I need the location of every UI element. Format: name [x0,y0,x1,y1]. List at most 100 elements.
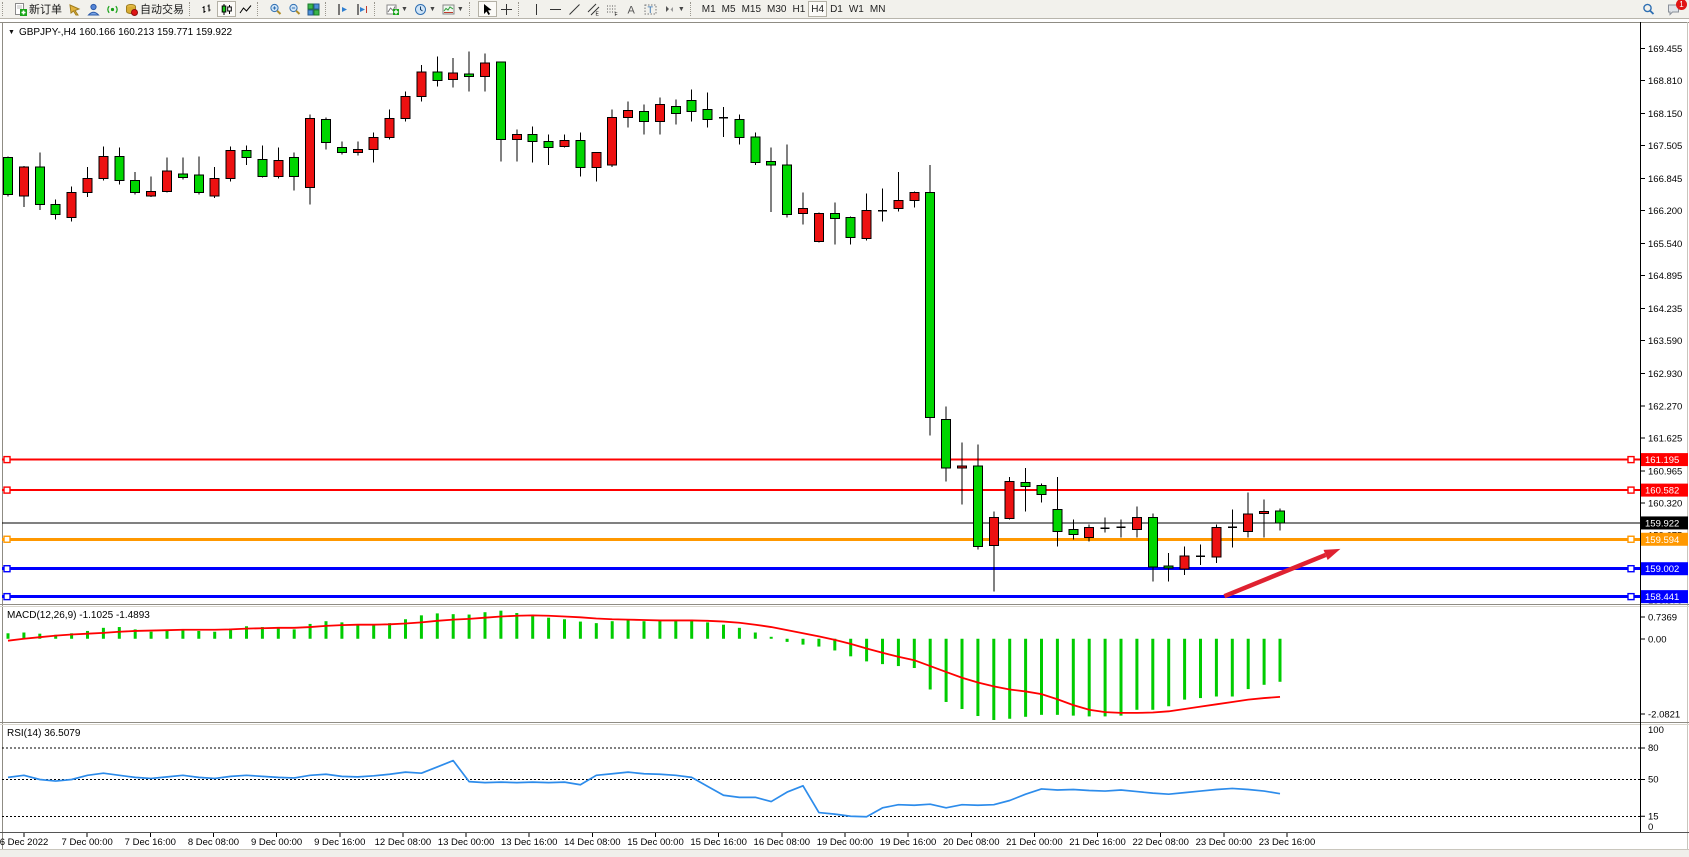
templates-button[interactable]: ▼ [439,1,467,17]
indicators-button[interactable]: ▼ [383,1,411,17]
macd-bar [833,638,837,651]
toolbar-grip [189,2,195,16]
time-tick-label: 12 Dec 08:00 [375,837,432,848]
signal-button[interactable] [103,1,122,17]
periods-button[interactable]: ▼ [411,1,439,17]
new-order-button[interactable]: 新订单 [11,1,65,17]
label-button[interactable]: T [641,1,660,17]
candle [257,158,268,178]
candle [591,151,602,168]
hline-marker[interactable] [1627,592,1635,601]
macd-bar [865,638,869,662]
candle [893,200,904,210]
macd-bar [563,619,566,639]
price-tick-label: 163.590 [1648,336,1682,347]
rsi-axis[interactable]: 100 80 50 150 [1640,725,1664,833]
tf-d1-button[interactable]: D1 [827,1,846,17]
tf-h4-button[interactable]: H4 [808,1,828,17]
vline-button[interactable] [527,1,546,17]
toolbar-grip [689,2,696,16]
hline-marker[interactable] [1627,486,1635,494]
symbol-collapse-icon[interactable]: ▼ [8,29,15,36]
candle [1004,481,1015,520]
toolbar-grip [374,2,380,16]
tf-mn-button[interactable]: MN [867,1,889,17]
price-tags: 161.195 160.582 159.922 159.594 159.002 158.4… [1641,453,1688,604]
tf-mn-label: MN [869,3,886,15]
tf-m1-label: M1 [701,3,716,15]
toolbar: 新订单 自动交易 ▼ ▼ [0,0,1689,19]
candle [750,136,761,163]
profile-icon [87,3,100,15]
macd-bar [769,636,773,639]
search-button[interactable] [1639,1,1658,17]
macd-bar [928,638,932,690]
time-tick-label: 16 Dec 08:00 [754,837,811,848]
candle [352,148,363,153]
candle [607,117,618,166]
hline-marker[interactable] [3,592,11,601]
hline-marker[interactable] [3,455,11,464]
macd-bar [388,623,392,639]
tf-w1-button[interactable]: W1 [846,1,867,17]
tf-m5-label: M5 [721,3,736,15]
time-axis[interactable]: 6 Dec 2022 7 Dec 00:00 7 Dec 16:00 8 Dec 08… [0,833,1315,848]
candlestick-chart-button[interactable] [217,1,236,17]
candle [66,192,77,219]
crosshair-button[interactable] [497,1,516,17]
hline-marker[interactable] [3,565,11,573]
hline-marker[interactable] [3,535,11,543]
macd-bar [1214,638,1218,697]
hline-button[interactable] [546,1,565,17]
pointer-tool-button[interactable] [65,1,84,17]
rsi-layer [7,759,1281,818]
arrows-button[interactable]: ▼ [660,1,688,17]
tf-m1-button[interactable]: M1 [699,1,719,17]
auto-scroll-button[interactable] [353,1,372,17]
annotation-arrow[interactable] [1223,548,1341,599]
cursor-button[interactable] [477,1,497,17]
text-button[interactable]: A [622,1,641,17]
rsi-levels [2,747,1640,817]
profiles-button[interactable] [84,1,103,17]
notifications-button[interactable]: 1 [1664,0,1687,17]
macd-bar [753,632,757,639]
candle [639,111,649,123]
time-tick-label: 19 Dec 00:00 [817,837,874,848]
hline-marker[interactable] [3,486,11,494]
macd-axis[interactable]: 0.7369 0.00 -2.0821 [1640,613,1680,721]
tf-m15-button[interactable]: M15 [739,1,764,17]
candle [464,73,475,78]
candle [909,192,920,202]
chart-shift-button[interactable] [334,1,353,17]
autotrade-button[interactable]: 自动交易 [122,1,187,17]
price-tag-158.441 [1641,590,1688,604]
tf-m5-button[interactable]: M5 [719,1,739,17]
macd-bar [1262,638,1266,685]
zoom-out-button[interactable] [285,1,304,17]
line-chart-button[interactable] [236,1,255,17]
macd-bar [896,638,900,667]
zoom-in-button[interactable] [266,1,285,17]
tf-h1-button[interactable]: H1 [789,1,808,17]
fibonacci-button[interactable]: F [603,1,622,17]
channel-button[interactable]: E [584,1,603,17]
tile-windows-button[interactable] [304,1,323,17]
time-tick-label: 15 Dec 16:00 [690,837,747,848]
bar-chart-button[interactable] [198,1,217,17]
macd-bar [594,623,598,639]
rsi-tick-label: 50 [1648,775,1659,786]
hline-marker[interactable] [1627,455,1635,464]
hline-marker[interactable] [1627,565,1635,573]
gold-arrow-icon [69,3,81,15]
macd-bar [86,630,89,639]
macd-bar [1008,638,1012,719]
trendline-button[interactable] [565,1,584,17]
arrows-tool-icon [665,5,673,12]
tf-m30-button[interactable]: M30 [764,1,789,17]
candle [1036,485,1047,496]
macd-bar [1087,638,1091,717]
candle [146,191,157,197]
hline-marker[interactable] [1627,535,1635,543]
